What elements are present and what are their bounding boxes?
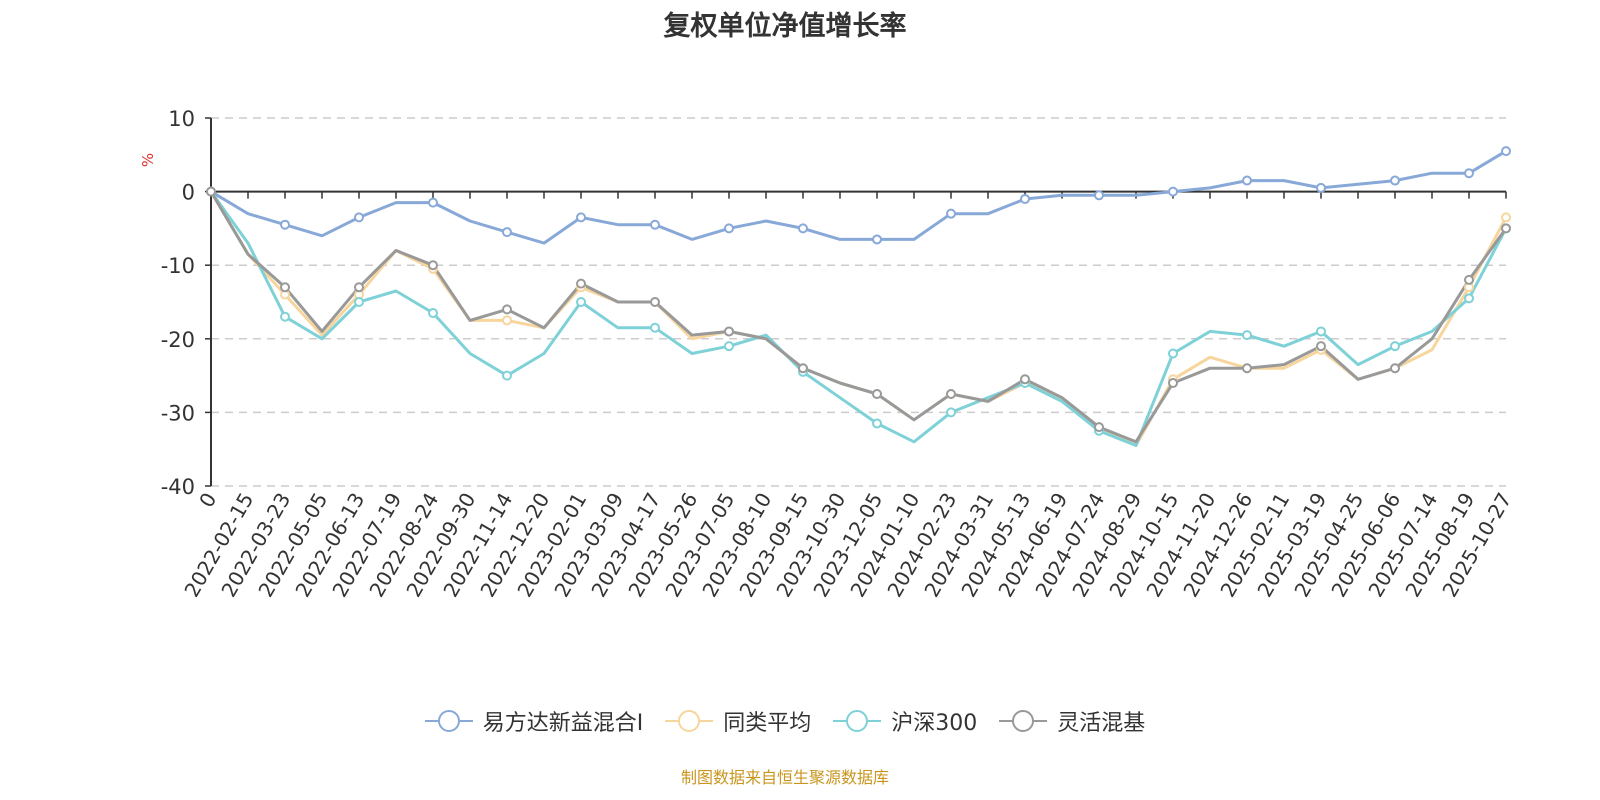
data-point (354, 297, 364, 307)
series-line (210, 149, 1507, 245)
series-lines (209, 149, 1508, 447)
data-point (502, 227, 512, 238)
series-line (209, 190, 1508, 444)
legend-swatch-icon (999, 710, 1048, 732)
data-point (650, 219, 660, 230)
legend-swatch-icon (424, 710, 473, 732)
data-point (206, 186, 216, 197)
legend-label: 灵活混基 (1057, 711, 1146, 736)
x-tick-label: 0 (194, 489, 221, 512)
data-point (428, 197, 438, 208)
data-point (354, 282, 364, 293)
data-point (1464, 293, 1474, 304)
data-point (1242, 363, 1252, 374)
data-point (1501, 223, 1511, 234)
legend-label: 同类平均 (723, 711, 812, 736)
data-point (576, 212, 586, 223)
data-point (1168, 186, 1178, 197)
legend-label: 沪深300 (891, 711, 978, 736)
legend-item[interactable]: 同类平均 (665, 705, 811, 737)
data-point (1501, 146, 1511, 157)
data-point (1390, 175, 1400, 186)
y-axis-label: % (139, 153, 157, 167)
data-point (576, 278, 586, 289)
data-point (872, 418, 882, 429)
legend-item[interactable]: 灵活混基 (999, 705, 1145, 737)
data-point (428, 260, 438, 271)
data-point (280, 311, 290, 322)
data-point (872, 389, 882, 399)
data-point (724, 341, 734, 352)
data-point (872, 234, 882, 245)
data-point (724, 223, 734, 234)
data-point (798, 363, 808, 374)
data-point (946, 407, 956, 418)
y-tick-label: -40 (161, 475, 195, 499)
data-point (1168, 377, 1178, 388)
data-point (1020, 374, 1030, 385)
series-markers (206, 146, 1511, 436)
data-point (1094, 190, 1104, 201)
grid-lines (211, 117, 1506, 487)
data-point (502, 370, 512, 381)
legend-item[interactable]: 沪深300 (833, 705, 977, 737)
chart-title: 复权单位净值增长率 (663, 11, 907, 42)
data-point (1390, 341, 1400, 352)
data-point (1501, 212, 1511, 223)
legend-swatch-icon (833, 710, 882, 732)
series-line (209, 190, 1508, 447)
data-point (1242, 330, 1252, 341)
data-point (502, 315, 512, 326)
data-point (1316, 326, 1326, 337)
y-tick-label: -10 (161, 254, 195, 278)
data-point (1316, 182, 1326, 193)
y-tick-label: 10 (168, 107, 195, 131)
data-point (1316, 341, 1326, 352)
legend-swatch-icon (665, 710, 714, 732)
data-point (798, 223, 808, 234)
data-point (1390, 363, 1400, 374)
legend-label: 易方达新益混合I (482, 711, 644, 736)
data-point (1464, 274, 1474, 285)
data-point (354, 212, 364, 223)
data-point (428, 308, 438, 319)
data-point (502, 304, 512, 315)
data-point (1020, 193, 1030, 204)
data-point (1242, 175, 1252, 186)
data-point (280, 282, 290, 293)
source-note: 制图数据来自恒生聚源数据库 (680, 768, 889, 787)
line-chart: 100-10-20-30-4002022-02-152022-03-232022… (139, 107, 1517, 601)
data-point (650, 297, 660, 307)
data-point (946, 208, 956, 219)
series-line (209, 190, 1508, 447)
y-tick-label: -30 (161, 401, 195, 425)
data-point (1464, 168, 1474, 179)
data-point (946, 389, 956, 399)
data-point (280, 219, 290, 230)
y-tick-label: 0 (182, 181, 195, 205)
y-tick-label: -20 (161, 328, 195, 352)
data-point (576, 297, 586, 307)
legend-item[interactable]: 易方达新益混合I (424, 705, 644, 737)
data-point (724, 326, 734, 337)
data-point (650, 322, 660, 333)
axes: 100-10-20-30-4002022-02-152022-03-232022… (161, 107, 1517, 601)
data-point (1168, 348, 1178, 359)
legend: 易方达新益混合I 同类平均 沪深300 灵活混基 (0, 705, 1570, 737)
data-point (1094, 422, 1104, 433)
